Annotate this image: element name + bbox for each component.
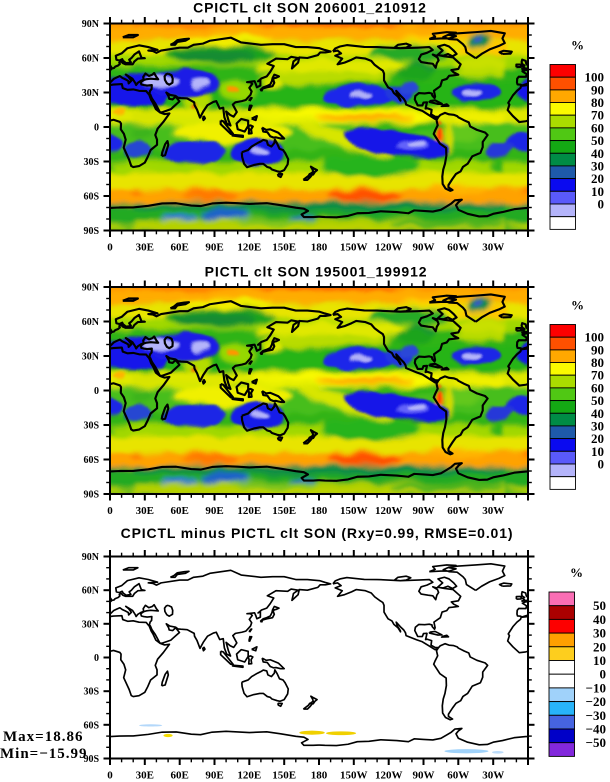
svg-text:0: 0: [600, 667, 607, 682]
svg-text:150W: 150W: [340, 505, 368, 517]
svg-text:30W: 30W: [482, 770, 504, 782]
svg-text:150E: 150E: [272, 770, 296, 782]
svg-text:90W: 90W: [413, 505, 435, 517]
svg-text:30W: 30W: [482, 242, 504, 254]
svg-text:120W: 120W: [375, 242, 403, 254]
svg-text:90W: 90W: [413, 770, 435, 782]
svg-text:CPICTL minus PICTL clt SON (Rx: CPICTL minus PICTL clt SON (Rxy=0.99, RM…: [121, 525, 514, 541]
svg-text:0: 0: [94, 123, 99, 134]
svg-text:30N: 30N: [82, 88, 100, 99]
svg-text:0: 0: [107, 242, 113, 254]
svg-text:0: 0: [598, 197, 605, 212]
svg-text:60N: 60N: [82, 317, 100, 328]
svg-text:150E: 150E: [272, 505, 296, 517]
svg-text:PICTL clt SON 195001_199912: PICTL clt SON 195001_199912: [205, 264, 428, 280]
svg-text:50: 50: [591, 393, 604, 408]
svg-text:90S: 90S: [83, 226, 99, 237]
svg-text:70: 70: [591, 108, 604, 123]
svg-text:0: 0: [598, 457, 605, 472]
svg-text:120E: 120E: [237, 242, 261, 254]
svg-text:−30: −30: [586, 708, 606, 723]
svg-text:30W: 30W: [482, 505, 504, 517]
svg-text:−50: −50: [586, 735, 606, 750]
svg-text:Max=18.86: Max=18.86: [3, 729, 83, 745]
svg-text:−40: −40: [586, 722, 606, 737]
svg-text:60S: 60S: [83, 192, 99, 203]
svg-text:20: 20: [591, 171, 604, 186]
svg-text:180: 180: [311, 242, 328, 254]
svg-text:90E: 90E: [205, 770, 223, 782]
svg-text:120W: 120W: [375, 770, 403, 782]
svg-text:−20: −20: [586, 694, 606, 709]
svg-text:%: %: [571, 298, 584, 313]
svg-text:120E: 120E: [237, 505, 261, 517]
svg-text:%: %: [570, 565, 583, 580]
svg-text:−10: −10: [586, 680, 606, 695]
svg-text:60N: 60N: [82, 54, 100, 65]
svg-text:40: 40: [593, 612, 606, 627]
svg-text:60E: 60E: [171, 770, 189, 782]
svg-text:0: 0: [94, 386, 99, 397]
svg-text:90: 90: [591, 342, 604, 357]
svg-text:30N: 30N: [82, 619, 100, 630]
svg-text:30: 30: [591, 418, 604, 433]
svg-text:120E: 120E: [237, 770, 261, 782]
svg-text:30: 30: [593, 626, 606, 641]
svg-text:0: 0: [107, 770, 113, 782]
svg-text:30N: 30N: [82, 352, 100, 363]
svg-text:50: 50: [591, 133, 604, 148]
svg-text:40: 40: [591, 406, 604, 421]
svg-text:90N: 90N: [82, 283, 100, 294]
svg-text:20: 20: [591, 431, 604, 446]
svg-text:150W: 150W: [340, 242, 368, 254]
svg-text:60E: 60E: [171, 242, 189, 254]
svg-text:90W: 90W: [413, 242, 435, 254]
svg-text:120W: 120W: [375, 505, 403, 517]
svg-text:30S: 30S: [83, 157, 99, 168]
svg-text:180: 180: [311, 770, 328, 782]
svg-text:30E: 30E: [136, 770, 154, 782]
svg-text:10: 10: [591, 184, 604, 199]
svg-text:Min=−15.99: Min=−15.99: [0, 746, 88, 762]
svg-text:%: %: [571, 38, 584, 53]
svg-text:150E: 150E: [272, 242, 296, 254]
svg-text:60: 60: [591, 380, 604, 395]
svg-text:40: 40: [591, 146, 604, 161]
svg-text:90S: 90S: [83, 754, 99, 765]
svg-text:150W: 150W: [340, 770, 368, 782]
svg-text:30E: 30E: [136, 242, 154, 254]
svg-text:90S: 90S: [83, 490, 99, 501]
svg-text:100: 100: [585, 70, 605, 85]
svg-text:180: 180: [311, 505, 328, 517]
svg-text:30S: 30S: [83, 421, 99, 432]
svg-text:10: 10: [591, 444, 604, 459]
svg-text:90N: 90N: [82, 552, 100, 563]
svg-text:30S: 30S: [83, 687, 99, 698]
svg-text:80: 80: [591, 95, 604, 110]
svg-text:CPICTL clt SON 206001_210912: CPICTL clt SON 206001_210912: [193, 0, 427, 16]
svg-text:20: 20: [593, 639, 606, 654]
svg-text:100: 100: [585, 330, 605, 345]
svg-text:60S: 60S: [83, 455, 99, 466]
svg-text:60E: 60E: [171, 505, 189, 517]
svg-text:30E: 30E: [136, 505, 154, 517]
svg-text:90N: 90N: [82, 19, 100, 30]
svg-text:60S: 60S: [83, 720, 99, 731]
svg-text:0: 0: [94, 653, 99, 664]
svg-text:50: 50: [593, 598, 606, 613]
svg-text:60: 60: [591, 120, 604, 135]
svg-text:30: 30: [591, 158, 604, 173]
svg-text:80: 80: [591, 355, 604, 370]
svg-text:60W: 60W: [447, 242, 469, 254]
svg-text:10: 10: [593, 653, 606, 668]
svg-text:90E: 90E: [205, 505, 223, 517]
svg-text:60N: 60N: [82, 586, 100, 597]
svg-text:0: 0: [107, 505, 113, 517]
svg-text:60W: 60W: [447, 770, 469, 782]
svg-text:90E: 90E: [205, 242, 223, 254]
svg-text:70: 70: [591, 368, 604, 383]
svg-text:60W: 60W: [447, 505, 469, 517]
svg-text:90: 90: [591, 82, 604, 97]
